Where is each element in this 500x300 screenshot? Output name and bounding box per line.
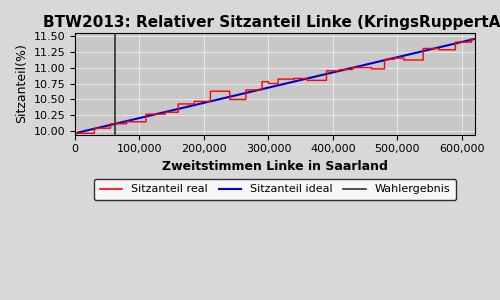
Sitzanteil real (243, 88, 249, 92)
Sitzanteil real (324, 79, 330, 82)
X-axis label: Zweitstimmen Linke in Saarland: Zweitstimmen Linke in Saarland (162, 160, 388, 173)
Sitzanteil real (468, 37, 474, 41)
Line: Sitzanteil real: Sitzanteil real (75, 39, 475, 133)
Sitzanteil real (72, 131, 78, 135)
Sitzanteil real (472, 37, 478, 41)
Sitzanteil real (350, 66, 356, 69)
Sitzanteil real (324, 69, 330, 73)
Legend: Sitzanteil real, Sitzanteil ideal, Wahlergebnis: Sitzanteil real, Sitzanteil ideal, Wahle… (94, 179, 456, 200)
Title: BTW2013: Relativer Sitzanteil Linke (KringsRuppertA): BTW2013: Relativer Sitzanteil Linke (Kri… (43, 15, 500, 30)
Sitzanteil real (304, 77, 310, 80)
Y-axis label: Sitzanteil(%): Sitzanteil(%) (15, 44, 28, 124)
Sitzanteil real (162, 112, 168, 116)
